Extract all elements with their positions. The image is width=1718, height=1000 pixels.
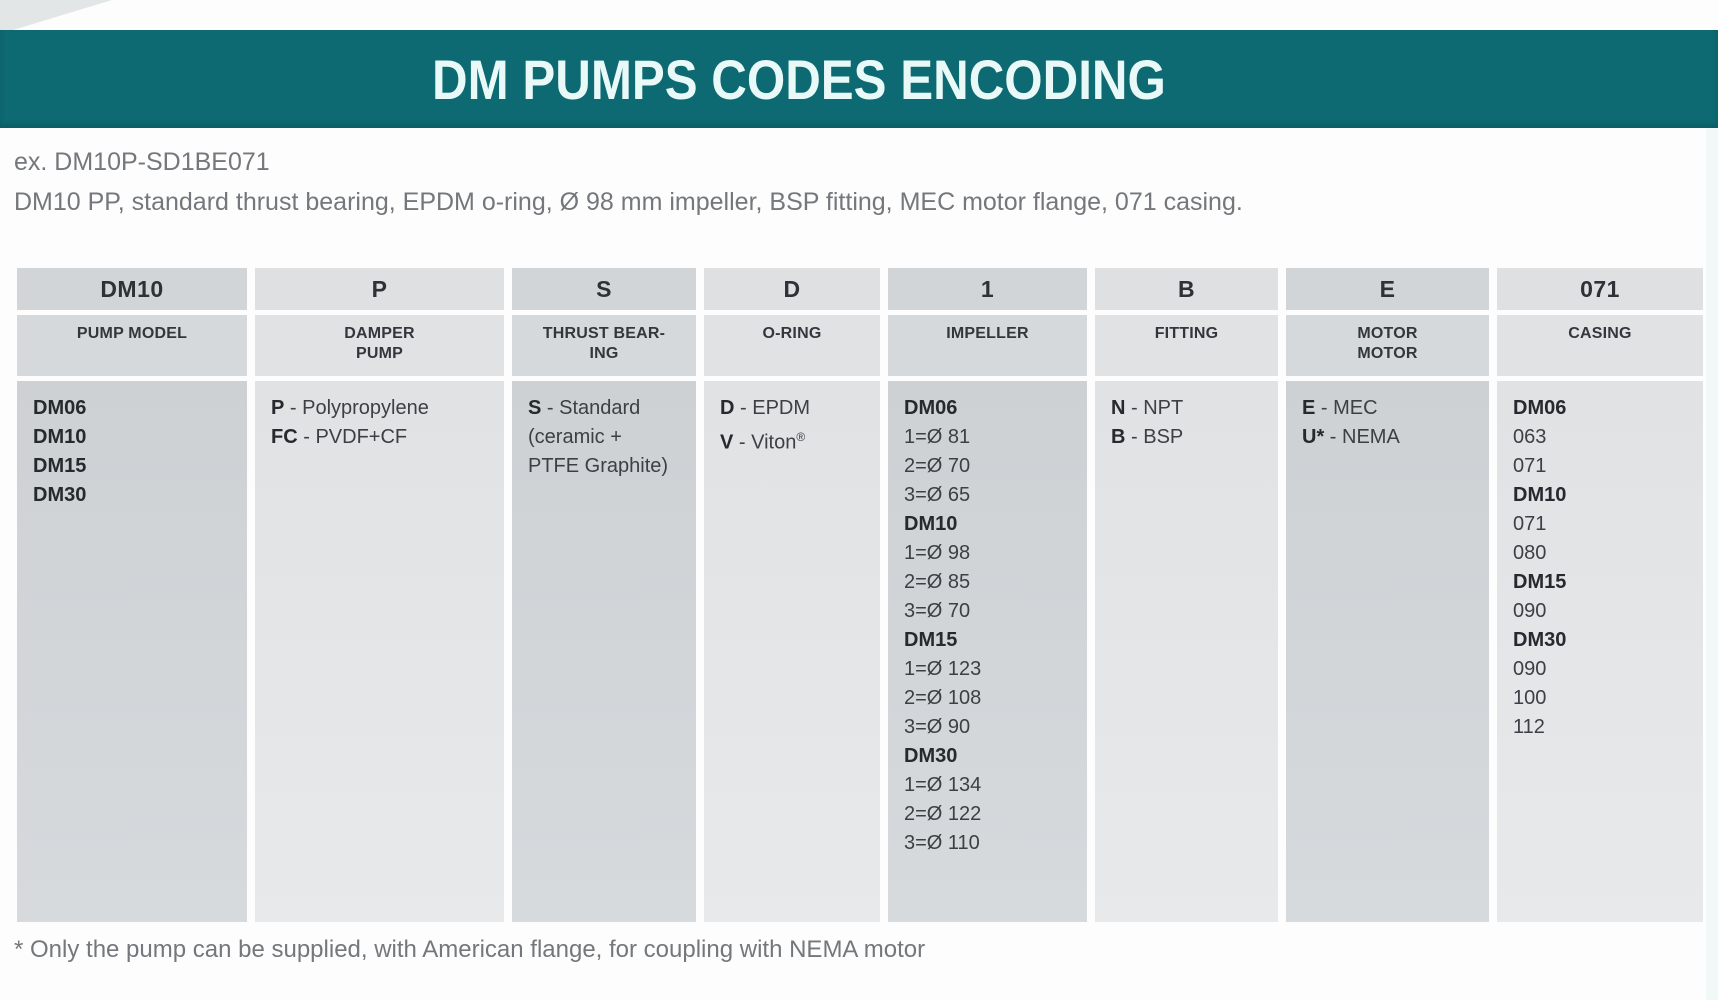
body-line: 3=Ø 65	[904, 484, 971, 506]
body-line: DM15	[904, 629, 958, 651]
page-title: DM PUMPS CODES ENCODING	[432, 47, 1166, 111]
body-line: N - NPT	[1111, 397, 1184, 419]
body-line: DM30	[904, 745, 958, 767]
column-body: DM06 1=Ø 81 2=Ø 70 3=Ø 65 DM10 1=Ø 98 2=Ø 85 3=…	[888, 381, 1087, 922]
column-code: P	[255, 268, 504, 310]
table-column-b: B FITTING N - NPT B - BSP	[1095, 268, 1278, 922]
body-line: DM06	[1513, 397, 1567, 419]
body-line: 071	[1513, 513, 1547, 535]
column-body: D - EPDM V - Viton®	[704, 381, 880, 922]
body-line: 2=Ø 85	[904, 571, 971, 593]
body-line: 3=Ø 110	[904, 832, 980, 854]
body-line: 090	[1513, 658, 1547, 680]
body-line: DM06	[904, 397, 958, 419]
column-label: O-RING	[704, 315, 880, 376]
table-column-p: P DAMPER PUMP P - Polypropylene FC - PVDF+C…	[255, 268, 504, 922]
title-banner: DM PUMPS CODES ENCODING	[0, 30, 1718, 128]
body-line: DM15	[33, 455, 87, 477]
column-code: 1	[888, 268, 1087, 310]
body-line: DM10	[904, 513, 958, 535]
body-line: DM15	[1513, 571, 1567, 593]
column-label: THRUST BEAR- ING	[512, 315, 696, 376]
table-column-1: 1 IMPELLER DM06 1=Ø 81 2=Ø 70 3=Ø 65 DM10 1=Ø 9…	[888, 268, 1087, 922]
body-line: 112	[1513, 716, 1545, 738]
body-line: 2=Ø 70	[904, 455, 971, 477]
body-line: DM30	[33, 484, 87, 506]
column-body: DM06 063 071 DM10 071 080 DM15 090 DM30 090 100 112	[1497, 381, 1703, 922]
body-line: 071	[1513, 455, 1547, 477]
table-column-e: E MOTOR MOTOR E - MEC U* - NEMA	[1286, 268, 1489, 922]
column-body: E - MEC U* - NEMA	[1286, 381, 1489, 922]
body-line: 2=Ø 122	[904, 803, 982, 825]
column-code: D	[704, 268, 880, 310]
body-line: PTFE Graphite)	[528, 455, 669, 477]
column-body: P - Polypropylene FC - PVDF+CF	[255, 381, 504, 922]
body-line: FC - PVDF+CF	[271, 426, 408, 448]
column-body: N - NPT B - BSP	[1095, 381, 1278, 922]
table-column-d: D O-RING D - EPDM V - Viton®	[704, 268, 880, 922]
codes-table: DM10 PUMP MODEL DM06 DM10 DM15 DM30 P DAMPER PU…	[17, 268, 1703, 922]
body-line: S - Standard	[528, 397, 641, 419]
column-label: IMPELLER	[888, 315, 1087, 376]
column-label: DAMPER PUMP	[255, 315, 504, 376]
body-line: DM10	[1513, 484, 1567, 506]
body-line: 1=Ø 123	[904, 658, 982, 680]
body-line: V - Viton®	[720, 430, 806, 454]
body-line: 3=Ø 90	[904, 716, 971, 738]
example-description: DM10 PP, standard thrust bearing, EPDM o…	[14, 188, 1243, 216]
footnote: * Only the pump can be supplied, with Am…	[14, 936, 926, 963]
column-body: DM06 DM10 DM15 DM30	[17, 381, 247, 922]
body-line: P - Polypropylene	[271, 397, 429, 419]
body-line: 100	[1513, 687, 1547, 709]
body-line: D - EPDM	[720, 397, 811, 419]
body-line: 1=Ø 134	[904, 774, 982, 796]
example-block: ex. DM10P-SD1BE071 DM10 PP, standard thr…	[14, 142, 1658, 222]
body-line: 1=Ø 98	[904, 542, 971, 564]
body-line: 3=Ø 70	[904, 600, 971, 622]
column-body: S - Standard (ceramic + PTFE Graphite)	[512, 381, 696, 922]
body-line: E - MEC	[1302, 397, 1378, 419]
table-column-s: S THRUST BEAR- ING S - Standard (ceramic + P…	[512, 268, 696, 922]
body-line: DM10	[33, 426, 87, 448]
column-code: S	[512, 268, 696, 310]
column-label: PUMP MODEL	[17, 315, 247, 376]
table-column-071: 071 CASING DM06 063 071 DM10 071 080 DM15 090 DM30…	[1497, 268, 1703, 922]
table-column-dm10: DM10 PUMP MODEL DM06 DM10 DM15 DM30	[17, 268, 247, 922]
page-edge-strip	[1706, 128, 1718, 1000]
body-line: 063	[1513, 426, 1547, 448]
column-code: DM10	[17, 268, 247, 310]
column-code: 071	[1497, 268, 1703, 310]
body-line: 1=Ø 81	[904, 426, 971, 448]
body-line: DM06	[33, 397, 87, 419]
column-code: E	[1286, 268, 1489, 310]
body-line: DM30	[1513, 629, 1567, 651]
body-line: 080	[1513, 542, 1547, 564]
column-label: FITTING	[1095, 315, 1278, 376]
column-label: CASING	[1497, 315, 1703, 376]
example-code: ex. DM10P-SD1BE071	[14, 148, 270, 176]
column-code: B	[1095, 268, 1278, 310]
body-line: U* - NEMA	[1302, 426, 1400, 448]
body-line: 2=Ø 108	[904, 687, 982, 709]
body-line: B - BSP	[1111, 426, 1184, 448]
body-line: 090	[1513, 600, 1547, 622]
column-label: MOTOR MOTOR	[1286, 315, 1489, 376]
body-line: (ceramic +	[528, 426, 622, 448]
